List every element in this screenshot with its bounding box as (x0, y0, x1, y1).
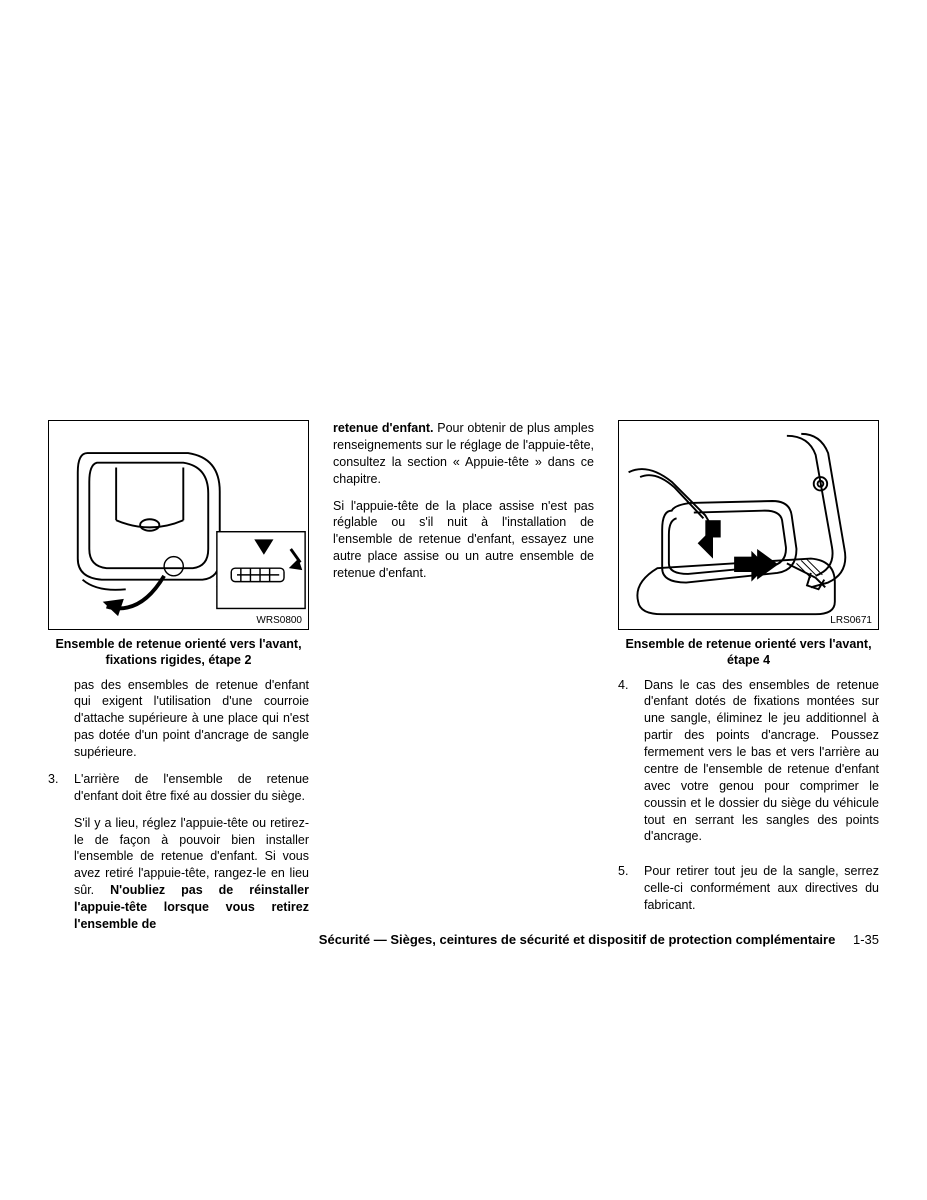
item3-p2b-bold: N'oubliez pas de réinstaller l'appuie-tê… (74, 883, 309, 931)
list-item-4: 4. Dans le cas des ensembles de retenue … (618, 677, 879, 854)
item3-para1: L'arrière de l'ensemble de retenue d'enf… (74, 771, 309, 805)
column-middle: retenue d'enfant. Pour obtenir de plus a… (333, 420, 594, 943)
item5-body: Pour retirer tout jeu de la sangle, serr… (644, 863, 879, 914)
list-item-3: 3. L'arrière de l'ensemble de retenue d'… (48, 771, 309, 933)
figure-label-2: LRS0671 (830, 614, 872, 628)
figure-label: WRS0800 (256, 614, 302, 628)
page-columns: WRS0800 Ensemble de retenue orienté vers… (48, 420, 879, 943)
list-number-5: 5. (618, 863, 644, 914)
figure-lrs0671: LRS0671 (618, 420, 879, 630)
column-right: LRS0671 Ensemble de retenue orienté vers… (618, 420, 879, 943)
continuation-text: pas des ensembles de retenue d'enfant qu… (48, 677, 309, 761)
page-footer: Sécurité — Sièges, ceintures de sécurité… (48, 932, 879, 947)
item4-body: Dans le cas des ensembles de retenue d'e… (644, 677, 879, 846)
list-body: L'arrière de l'ensemble de retenue d'enf… (74, 771, 309, 933)
list-number-4: 4. (618, 677, 644, 854)
page-number: 1-35 (853, 932, 879, 947)
item3-para2: S'il y a lieu, réglez l'appuie-tête ou r… (74, 815, 309, 933)
figure-wrs0800: WRS0800 (48, 420, 309, 630)
child-seat-illustration (49, 421, 308, 629)
col2-para2: Si l'appuie-tête de la place assise n'es… (333, 498, 594, 582)
col2-p1-bold: retenue d'enfant. (333, 421, 433, 435)
footer-section-title: Sécurité — Sièges, ceintures de sécurité… (319, 932, 836, 947)
list-number: 3. (48, 771, 74, 933)
figure-caption-2: Ensemble de retenue orienté vers l'avant… (618, 636, 879, 669)
column-left: WRS0800 Ensemble de retenue orienté vers… (48, 420, 309, 943)
list-item-5: 5. Pour retirer tout jeu de la sangle, s… (618, 863, 879, 914)
figure-caption-1: Ensemble de retenue orienté vers l'avant… (48, 636, 309, 669)
col2-para1: retenue d'enfant. Pour obtenir de plus a… (333, 420, 594, 488)
seat-install-illustration (619, 421, 878, 629)
